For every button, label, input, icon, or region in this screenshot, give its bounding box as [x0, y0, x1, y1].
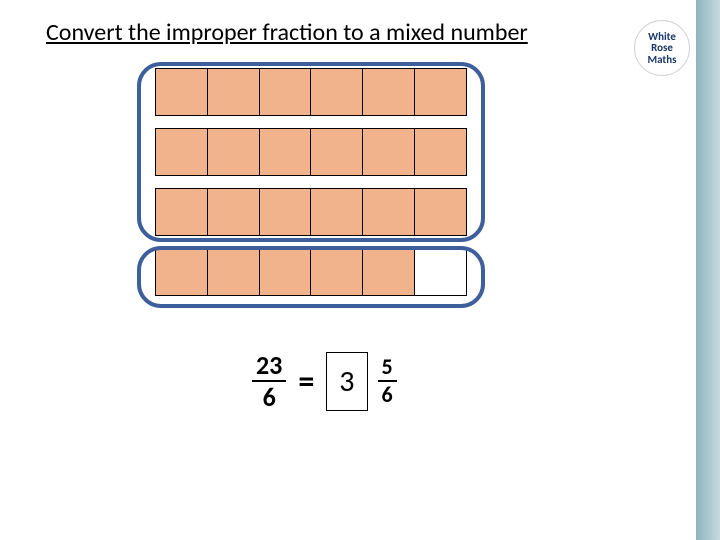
grouping-capsule [137, 246, 485, 308]
white-rose-maths-logo: White Rose Maths [634, 20, 690, 76]
proper-denominator: 6 [378, 382, 397, 408]
logo-line-3: Maths [647, 54, 676, 66]
whole-number-answer-box[interactable]: 3 [326, 352, 367, 411]
proper-numerator: 5 [378, 354, 397, 380]
equals-sign: = [296, 362, 316, 401]
page-title: Convert the improper fraction to a mixed… [46, 18, 528, 47]
improper-fraction: 23 6 [252, 350, 286, 412]
fraction-bar-diagram [125, 68, 505, 316]
improper-numerator: 23 [252, 350, 286, 380]
improper-denominator: 6 [259, 382, 280, 412]
equation: 23 6 = 3 5 6 [252, 350, 397, 412]
side-accent-stripe [696, 0, 720, 540]
proper-fraction: 5 6 [378, 354, 397, 408]
grouping-capsule [137, 62, 485, 242]
